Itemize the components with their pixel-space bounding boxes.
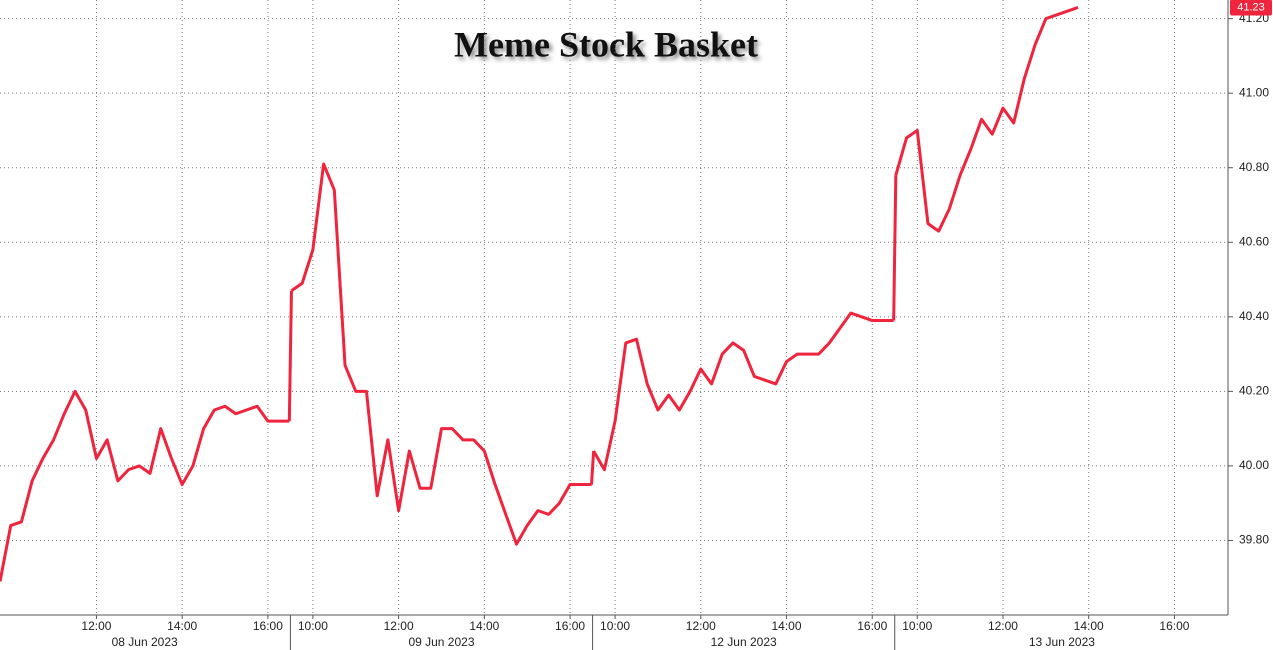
x-tick-label: 10:00: [902, 619, 932, 633]
x-tick-label: 16:00: [1159, 619, 1189, 633]
x-tick-label: 14:00: [167, 619, 197, 633]
x-tick-label: 12:00: [988, 619, 1018, 633]
x-tick-label: 14:00: [772, 619, 802, 633]
y-tick-label: 39.80: [1239, 533, 1269, 547]
x-tick-label: 12:00: [686, 619, 716, 633]
price-line: [0, 389, 290, 582]
price-line: [894, 6, 1079, 233]
session-jump: [287, 290, 293, 422]
x-tick-label: 10:00: [298, 619, 328, 633]
x-tick-label: 12:00: [81, 619, 111, 633]
y-tick-label: 40.80: [1239, 160, 1269, 174]
y-tick-label: 40.00: [1239, 458, 1269, 472]
y-tick-label: 41.00: [1239, 85, 1269, 99]
x-tick-label: 16:00: [555, 619, 585, 633]
grid: [0, 0, 1228, 615]
y-tick-label: 40.20: [1239, 384, 1269, 398]
x-tick-label: 14:00: [1074, 619, 1104, 633]
lines: [0, 6, 1079, 582]
date-label: 13 Jun 2023: [1029, 635, 1095, 649]
y-tick-label: 40.60: [1239, 234, 1269, 248]
date-label: 08 Jun 2023: [112, 635, 178, 649]
price-line: [592, 311, 894, 472]
x-tick-label: 10:00: [600, 619, 630, 633]
y-tick-label: 40.40: [1239, 309, 1269, 323]
x-tick-label: 12:00: [384, 619, 414, 633]
session-jump: [590, 450, 596, 485]
date-label: 12 Jun 2023: [711, 635, 777, 649]
session-jump: [892, 175, 898, 321]
x-tick-label: 14:00: [469, 619, 499, 633]
x-tick-label: 16:00: [253, 619, 283, 633]
last-value-label: 41.23: [1237, 1, 1265, 13]
price-line: [290, 162, 592, 546]
date-label: 09 Jun 2023: [408, 635, 474, 649]
x-tick-label: 16:00: [857, 619, 887, 633]
chart-title: Meme Stock Basket: [454, 24, 758, 64]
last-value-box: [1230, 0, 1272, 16]
